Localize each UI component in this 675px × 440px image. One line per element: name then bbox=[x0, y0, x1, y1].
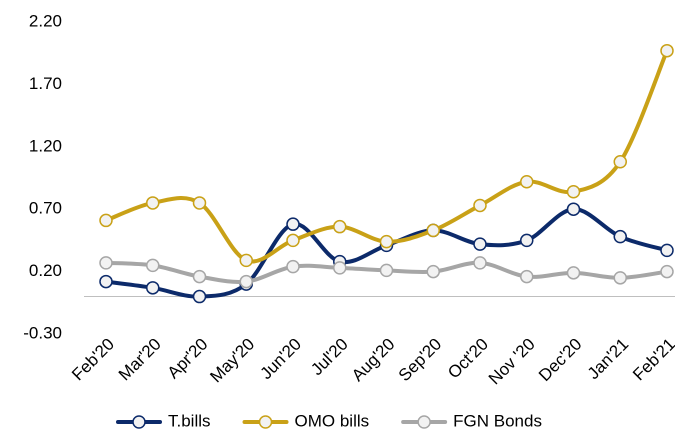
x-tick-label: Aug'20 bbox=[348, 335, 398, 385]
point-marker bbox=[660, 264, 674, 279]
point-marker bbox=[426, 223, 440, 238]
point-marker bbox=[333, 261, 347, 275]
point-marker bbox=[286, 217, 300, 231]
y-tick-label: 0.70 bbox=[29, 199, 62, 218]
point-marker bbox=[99, 256, 113, 270]
point-marker bbox=[239, 274, 253, 289]
x-tick-label: Feb'21 bbox=[629, 335, 675, 385]
y-tick-label: 1.70 bbox=[29, 74, 62, 93]
point-marker bbox=[613, 155, 627, 169]
point-marker bbox=[146, 281, 160, 295]
point-marker bbox=[473, 256, 487, 270]
point-marker bbox=[286, 233, 300, 248]
legend-item: FGN Bonds bbox=[401, 411, 542, 430]
x-tick-label: Nov '20 bbox=[485, 335, 539, 389]
x-tick-label: Dec'20 bbox=[535, 335, 585, 385]
point-marker bbox=[192, 269, 207, 284]
point-marker bbox=[286, 259, 300, 274]
point-marker bbox=[146, 258, 160, 273]
y-tick-label: 2.20 bbox=[29, 11, 62, 30]
point-marker bbox=[333, 219, 347, 234]
x-tick-label: Apr'20 bbox=[164, 335, 212, 383]
legend-label: T.bills bbox=[168, 411, 211, 430]
point-marker bbox=[473, 198, 487, 213]
legend-marker bbox=[258, 415, 273, 429]
y-tick-label: 0.20 bbox=[29, 261, 62, 280]
point-marker bbox=[473, 237, 487, 251]
y-tick-label: 1.20 bbox=[29, 136, 62, 155]
point-marker bbox=[660, 243, 674, 258]
x-tick-label: Mar'20 bbox=[115, 335, 165, 385]
legend-item: OMO bills bbox=[242, 411, 370, 430]
point-marker bbox=[660, 43, 674, 58]
point-marker bbox=[99, 213, 113, 228]
x-tick-label: Jul'20 bbox=[307, 335, 351, 379]
series-line bbox=[104, 207, 669, 299]
legend-marker bbox=[132, 415, 146, 429]
point-marker bbox=[613, 229, 627, 244]
point-marker bbox=[239, 253, 253, 268]
x-tick-label: Jun'20 bbox=[257, 335, 305, 383]
point-marker bbox=[379, 234, 394, 249]
legend-item: T.bills bbox=[116, 411, 211, 430]
point-marker bbox=[566, 266, 581, 280]
point-marker bbox=[520, 269, 534, 284]
point-marker bbox=[192, 289, 207, 304]
point-marker bbox=[379, 263, 394, 278]
point-marker bbox=[426, 264, 440, 279]
legend-label: OMO bills bbox=[295, 411, 370, 430]
point-marker bbox=[566, 184, 581, 199]
x-tick-label: Sep'20 bbox=[395, 335, 445, 385]
legend-marker bbox=[417, 415, 431, 429]
point-marker bbox=[613, 271, 627, 285]
x-tick-label: May'20 bbox=[206, 335, 258, 387]
series-line bbox=[104, 48, 669, 264]
point-marker bbox=[192, 196, 207, 210]
point-marker bbox=[99, 274, 113, 289]
x-tick-label: Jan'21 bbox=[584, 335, 632, 383]
legend-label: FGN Bonds bbox=[453, 411, 542, 430]
x-tick-label: Feb'20 bbox=[68, 335, 118, 385]
point-marker bbox=[520, 174, 534, 189]
point-marker bbox=[146, 196, 160, 210]
point-marker bbox=[566, 202, 581, 216]
y-tick-label: -0.30 bbox=[23, 323, 62, 342]
point-marker bbox=[520, 233, 534, 248]
